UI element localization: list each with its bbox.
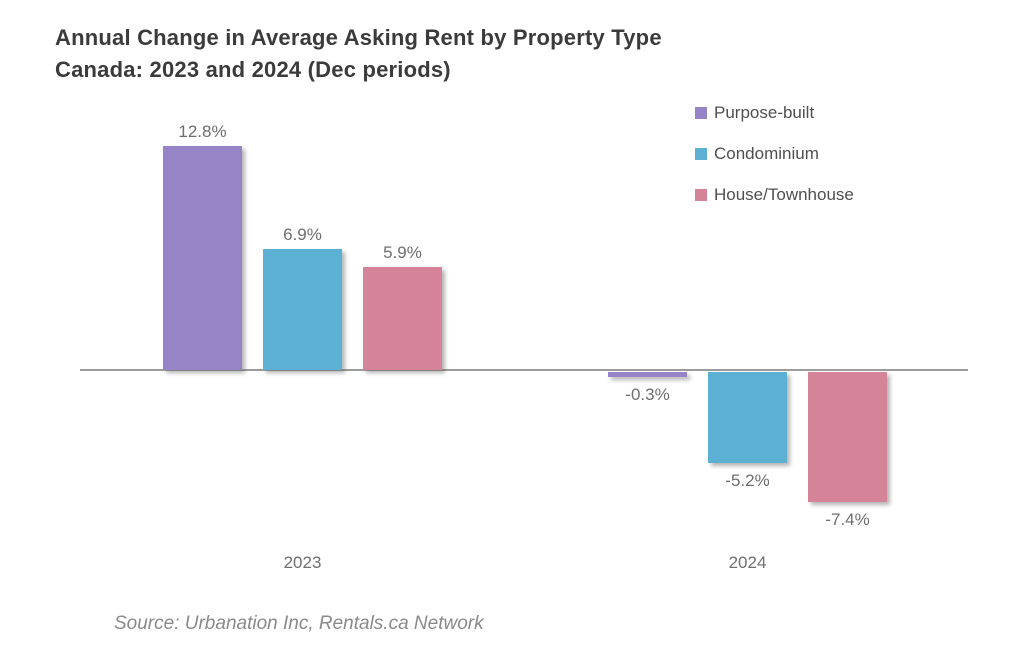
legend-swatch-condominium-icon xyxy=(695,147,707,160)
legend: Purpose-built Condominium House/Townhous… xyxy=(695,102,854,227)
bar-2023-house-townhouse xyxy=(363,266,442,370)
value-label-2024-purpose-built: -0.3% xyxy=(625,385,670,405)
source-note: Source: Urbanation Inc, Rentals.ca Netwo… xyxy=(114,613,484,634)
legend-item-purpose-built: Purpose-built xyxy=(695,102,854,122)
value-label-2024-house-townhouse: -7.4% xyxy=(825,509,870,529)
chart-title: Annual Change in Average Asking Rent by … xyxy=(55,22,662,86)
legend-label-purpose-built: Purpose-built xyxy=(714,102,815,122)
value-label-2023-condominium: 6.9% xyxy=(283,225,322,245)
bar-2024-house-townhouse xyxy=(808,372,887,502)
legend-label-condominium: Condominium xyxy=(714,143,819,163)
x-axis-label-2023: 2023 xyxy=(283,553,322,572)
chart-title-line1: Annual Change in Average Asking Rent by … xyxy=(55,25,662,50)
legend-swatch-purpose-built-icon xyxy=(695,106,707,119)
value-label-2023-house-townhouse: 5.9% xyxy=(383,242,422,262)
legend-swatch-house-townhouse-icon xyxy=(695,188,707,201)
value-label-2024-condominium: -5.2% xyxy=(725,471,770,490)
value-label-2023-purpose-built: 12.8% xyxy=(178,122,227,141)
x-axis-line xyxy=(80,369,968,371)
bar-2024-condominium xyxy=(708,372,787,463)
legend-label-house-townhouse: House/Townhouse xyxy=(714,184,854,204)
legend-item-house-townhouse: House/Townhouse xyxy=(695,184,854,204)
x-axis-label-2024: 2024 xyxy=(728,553,767,572)
bar-2023-condominium xyxy=(263,249,342,370)
chart-title-line2: Canada: 2023 and 2024 (Dec periods) xyxy=(55,57,451,82)
bar-2023-purpose-built xyxy=(163,146,242,370)
bar-2024-purpose-built xyxy=(608,372,687,378)
legend-item-condominium: Condominium xyxy=(695,143,854,163)
